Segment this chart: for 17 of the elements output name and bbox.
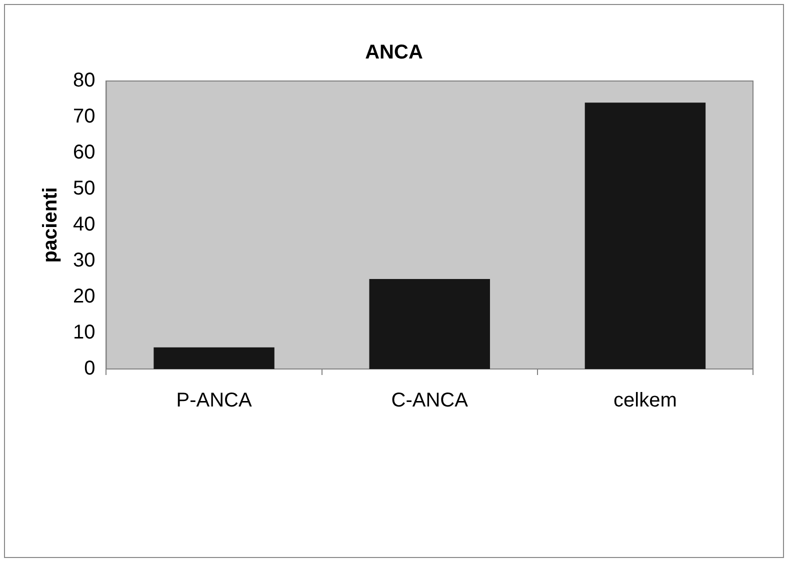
y-tick-label: 70: [72, 106, 96, 128]
y-tick-label: 60: [72, 142, 96, 164]
y-tick-label: 0: [84, 358, 96, 380]
x-tick-label: C-ANCA: [391, 390, 469, 412]
bar: [584, 102, 706, 369]
y-tick-label: 30: [72, 250, 96, 272]
y-axis-title: pacienti: [40, 187, 62, 263]
chart-title: ANCA: [365, 42, 423, 64]
y-tick-label: 10: [72, 322, 96, 344]
x-tick-label: celkem: [614, 390, 677, 412]
bar: [154, 347, 274, 369]
y-tick-label: 80: [72, 70, 96, 92]
x-tick-label: P-ANCA: [176, 390, 252, 412]
bar: [369, 279, 490, 369]
y-tick-label: 20: [72, 286, 96, 308]
y-tick-label: 40: [72, 214, 96, 236]
y-tick-label: 50: [72, 178, 96, 200]
